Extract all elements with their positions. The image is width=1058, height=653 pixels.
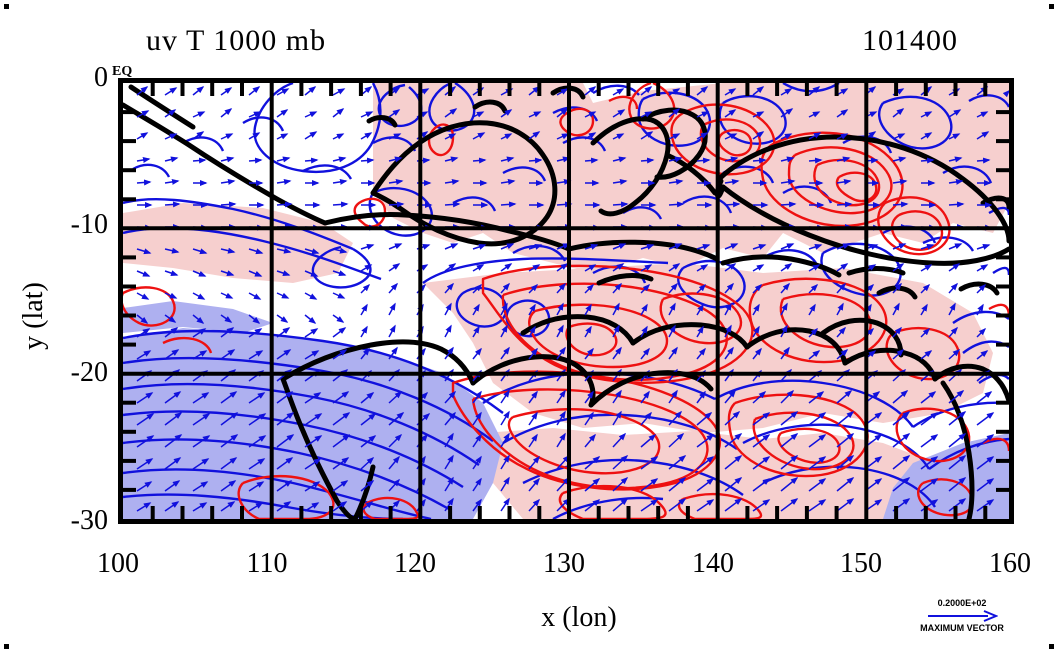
registration-mark-bottom-left	[4, 644, 9, 649]
xtick-label-140: 140	[692, 548, 734, 579]
xtick-label-150: 150	[840, 548, 882, 579]
xtick-label-110: 110	[246, 548, 288, 579]
equator-label: EQ	[112, 64, 133, 79]
xtick-label-100: 100	[97, 548, 139, 579]
plot-timestamp: 101400	[862, 24, 958, 57]
frame-ticks	[123, 83, 1009, 519]
registration-mark-bottom-right	[1049, 644, 1054, 649]
map-gridlines	[123, 83, 1009, 519]
vector-arrow-icon	[928, 610, 998, 622]
x-axis-title: x (lon)	[541, 602, 617, 633]
map-canvas	[123, 83, 1009, 519]
vector-scale-legend: 0.2000E+02 MAXIMUM VECTOR	[898, 598, 1026, 634]
vector-scale-caption: MAXIMUM VECTOR	[920, 623, 1004, 633]
ytick-label-m10: -10	[70, 209, 108, 240]
xtick-label-120: 120	[394, 548, 436, 579]
vector-scale-value: 0.2000E+02	[937, 598, 987, 608]
ytick-label-m20: -20	[70, 357, 108, 388]
ytick-label-0: 0	[94, 62, 108, 93]
coastlines	[123, 84, 1009, 519]
y-axis-title: y (lat)	[18, 282, 49, 350]
ytick-label-m30: -30	[70, 505, 108, 536]
wind-vectors	[136, 86, 1009, 512]
xtick-label-130: 130	[543, 548, 585, 579]
plot-title: uv T 1000 mb	[146, 24, 327, 57]
map-plot-area	[118, 78, 1014, 524]
registration-mark-top-right	[1049, 4, 1054, 9]
xtick-label-160: 160	[989, 548, 1031, 579]
registration-mark-top-left	[4, 4, 9, 9]
